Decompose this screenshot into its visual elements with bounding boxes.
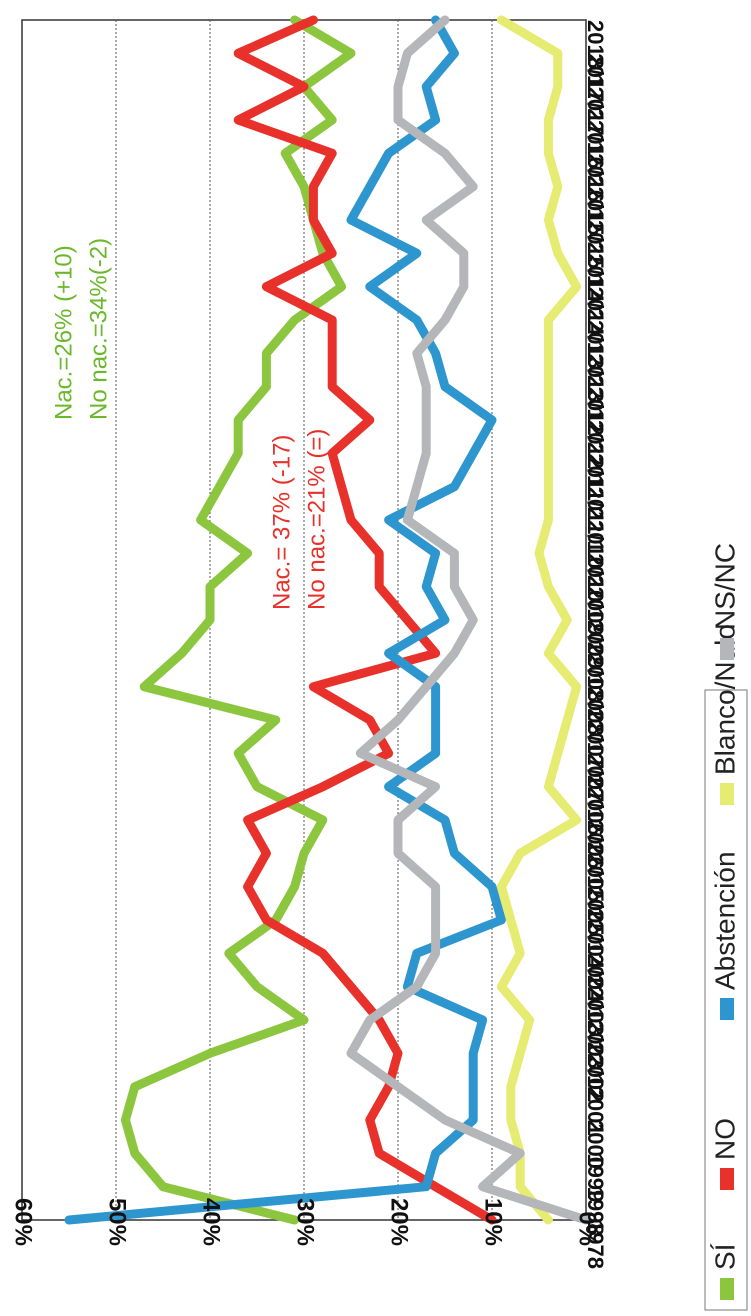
y-tick-label: 50%: [104, 1198, 131, 1246]
series-line: [64, 15, 506, 1225]
legend-swatch: [720, 783, 734, 805]
x-tick-label: 2016/1: [583, 153, 608, 220]
legend-swatch: [720, 998, 734, 1020]
y-tick-label: 20%: [386, 1198, 413, 1246]
x-tick-label: 2013/1: [583, 353, 608, 420]
x-tick-label: 2012/1: [583, 420, 608, 487]
x-tick-label: 2013/2: [583, 320, 608, 387]
x-tick-label: 2005/1: [583, 887, 608, 954]
x-tick-label: 2015/2: [583, 187, 608, 254]
x-tick-label: 2011/2: [583, 453, 608, 519]
x-tick-label: 2004/1: [583, 953, 608, 1020]
series-line: [233, 15, 497, 1225]
x-tick-label: 2010/2: [583, 520, 608, 587]
x-tick-label: 2014/1: [583, 287, 608, 354]
y-tick-label: 40%: [198, 1198, 225, 1246]
legend-label: NO: [709, 1118, 740, 1160]
x-tick-label: 2012/2: [583, 387, 608, 454]
legend-label: SÍ: [709, 1243, 740, 1270]
annotation-text: Nac.=26% (+10): [50, 245, 77, 420]
legend-label: NS/NC: [709, 543, 740, 630]
legend-swatch: [720, 638, 734, 660]
series-group: [64, 15, 591, 1225]
x-tick-label: 2000: [583, 1120, 608, 1169]
x-tick-label: 2003/2: [583, 987, 608, 1054]
annotation-text: Nac.= 37% (-17): [268, 435, 295, 610]
x-tick-label: 1999: [583, 1153, 608, 1202]
annotations: Nac.= 37% (-17) No nac.=21% (=) Nac.=26% (…: [50, 238, 330, 610]
series-line: [346, 15, 591, 1225]
x-tick-label: 2006/2: [583, 787, 608, 854]
x-tick-label: 2009/2: [583, 587, 608, 654]
x-tick-label: 2004/2: [583, 920, 608, 987]
series-line: [496, 15, 582, 1225]
x-tick-label: 2017/1: [583, 87, 608, 154]
y-tick-label: 60%: [10, 1198, 37, 1246]
x-tick-label: 2018/1: [583, 20, 608, 87]
x-tick-label: 2014/2: [583, 253, 608, 320]
annotation-text: No nac.=21% (=): [303, 429, 330, 610]
legend-swatch: [720, 1168, 734, 1190]
x-tick-label: 1998: [583, 1187, 608, 1236]
plot-area: 0%10%20%30%40%50%60% 1978199819992000200…: [10, 15, 608, 1269]
y-axis-tick-labels: 0% 10% 20% 30% 40% 50% 60%: [10, 1198, 601, 1246]
x-tick-label: 2007/1: [583, 753, 608, 820]
legend-label: Abstención: [709, 851, 740, 990]
annotation-text: No nac.=34%(-2): [85, 238, 112, 420]
gridlines: [115, 20, 493, 1220]
y-tick-label: 10%: [480, 1198, 507, 1246]
x-tick-label: 2002: [583, 1053, 608, 1102]
x-tick-label: 2009/1: [583, 620, 608, 687]
x-tick-label: 2008/1: [583, 687, 608, 754]
x-tick-label: 2005/2: [583, 853, 608, 920]
x-tick-label: 1978: [583, 1220, 608, 1269]
x-tick-label: 2006/1: [583, 820, 608, 887]
y-tick-label: 30%: [292, 1198, 319, 1246]
x-tick-label: 2011/1: [583, 487, 608, 553]
y-tick-label: 0%: [574, 1211, 601, 1246]
x-axis-tick-labels: 1978199819992000200120022003/12003/22004…: [583, 20, 608, 1269]
x-tick-label: 2010/1: [583, 553, 608, 620]
x-tick-label: 2016/2: [583, 120, 608, 187]
x-tick-label: 2008/2: [583, 653, 608, 720]
legend-swatch: [720, 1278, 734, 1300]
x-tick-label: 2007/2: [583, 720, 608, 787]
x-tick-label: 2003/1: [583, 1020, 608, 1087]
x-tick-label: 2017/2: [583, 53, 608, 120]
x-tick-label: 2001: [583, 1087, 608, 1136]
x-tick-label: 2015/1: [583, 220, 608, 287]
